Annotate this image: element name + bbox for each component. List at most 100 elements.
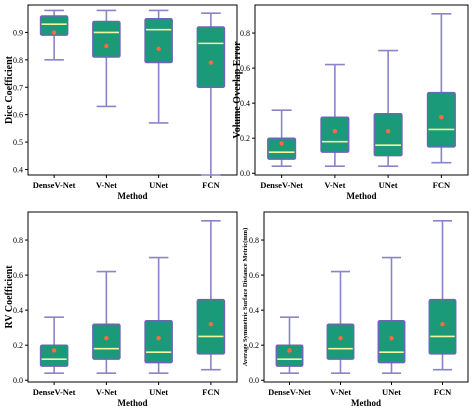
x-axis-label: Method	[118, 398, 148, 408]
iqr-box	[426, 91, 456, 148]
box-fcn	[196, 219, 226, 371]
iqr-box	[428, 298, 457, 355]
mean-marker	[440, 321, 445, 327]
plot-frame	[27, 4, 238, 176]
y-tick-label: 0.4	[249, 306, 259, 315]
y-axis-label: Dice Coefficient	[4, 55, 15, 124]
mean-marker	[208, 60, 214, 65]
x-tick-label: FCN	[202, 387, 220, 397]
boxplot-panel-1: 0.4 0.5 0.6 0.7 0.8 0.9 DenseV-Net V-Net UNet FCN…	[4, 4, 238, 201]
mean-marker	[279, 141, 284, 146]
y-tick-label: 0.2	[249, 341, 259, 350]
mean-marker	[439, 114, 444, 120]
mean-marker	[104, 43, 109, 49]
box-unet	[373, 49, 403, 168]
mean-marker	[156, 46, 161, 52]
box-v-net	[326, 270, 355, 375]
box-v-net	[92, 270, 121, 375]
mean-marker	[338, 335, 343, 341]
x-axis-label: Method	[118, 191, 148, 201]
plot-frame	[27, 211, 238, 383]
iqr-box	[92, 20, 121, 58]
x-tick-label: FCN	[434, 387, 452, 397]
box-unet	[144, 256, 173, 375]
box-densev-net	[39, 316, 69, 375]
iqr-box	[144, 319, 173, 364]
plot-frame	[263, 211, 469, 383]
y-tick-label: 0.8	[240, 29, 250, 38]
y-tick-label: 0.0	[13, 376, 23, 385]
x-tick-label: V-Net	[96, 387, 117, 397]
box-unet	[377, 256, 406, 375]
mean-marker	[104, 335, 109, 341]
y-tick-label: 0.5	[13, 138, 23, 147]
box-fcn	[428, 219, 457, 371]
iqr-box	[326, 323, 355, 360]
plot-frame	[254, 4, 469, 176]
boxplot-panel-4: 0.0 0.2 0.4 0.6 0.8 DenseV-Net V-Net UNet FCN Met…	[242, 211, 469, 408]
x-tick-label: V-Net	[324, 180, 345, 190]
y-tick-label: 0.7	[13, 83, 23, 92]
iqr-box	[196, 298, 226, 355]
box-unet	[144, 9, 173, 124]
y-tick-label: 0.0	[249, 376, 259, 385]
boxplot-panel-2: 0.0 0.2 0.4 0.6 0.8 DenseV-Net V-Net UNet FCN Met…	[232, 4, 469, 201]
x-tick-label: UNet	[149, 180, 168, 190]
y-tick-label: 0.6	[240, 64, 250, 73]
y-tick-label: 0.8	[249, 236, 259, 245]
box-fcn	[426, 12, 456, 164]
x-tick-label: FCN	[433, 180, 451, 190]
mean-marker	[287, 348, 292, 353]
x-tick-label: V-Net	[96, 180, 117, 190]
iqr-box	[377, 319, 406, 364]
y-tick-label: 0.2	[13, 341, 23, 350]
boxplot-panel-3: 0.0 0.2 0.4 0.6 0.8 DenseV-Net V-Net UNet FCN Met…	[4, 211, 238, 408]
box-densev-net	[267, 109, 297, 168]
iqr-box	[39, 344, 69, 367]
box-fcn	[196, 12, 226, 176]
x-tick-label: FCN	[202, 180, 220, 190]
mean-marker	[51, 348, 57, 353]
mean-marker	[389, 335, 394, 341]
y-tick-label: 0.0	[240, 169, 250, 178]
y-axis-label: RV Coefficient	[4, 265, 15, 329]
mean-marker	[51, 30, 57, 35]
iqr-box	[267, 137, 297, 160]
y-tick-label: 0.2	[240, 134, 250, 143]
y-tick-label: 0.6	[13, 111, 23, 120]
iqr-box	[144, 18, 173, 64]
iqr-box	[373, 112, 403, 157]
iqr-box	[92, 323, 121, 360]
iqr-box	[275, 344, 304, 367]
box-densev-net	[39, 9, 69, 61]
x-axis-label: Method	[347, 191, 377, 201]
mean-marker	[156, 335, 161, 341]
y-tick-label: 0.4	[13, 166, 23, 175]
iqr-box	[39, 15, 69, 36]
x-tick-label: V-Net	[330, 387, 351, 397]
x-tick-label: DenseV-Net	[33, 387, 76, 397]
y-tick-label: 0.9	[13, 28, 23, 37]
x-tick-label: UNet	[379, 180, 398, 190]
x-axis-label: Method	[351, 398, 381, 408]
y-tick-label: 0.6	[249, 271, 259, 280]
box-densev-net	[275, 316, 304, 375]
iqr-box	[196, 26, 226, 88]
x-tick-label: DenseV-Net	[260, 180, 303, 190]
box-v-net	[320, 63, 350, 168]
box-v-net	[92, 9, 121, 108]
y-axis-label: Volume Overlap Error	[232, 41, 243, 139]
y-tick-label: 0.8	[13, 236, 23, 245]
y-axis-label: Average Symmetric Surface Distance Metri…	[242, 228, 249, 366]
y-tick-label: 0.8	[13, 56, 23, 65]
mean-marker	[385, 128, 391, 134]
y-tick-label: 0.4	[240, 99, 250, 108]
mean-marker	[208, 321, 214, 327]
iqr-box	[320, 116, 350, 153]
x-tick-label: UNet	[382, 387, 401, 397]
y-tick-label: 0.4	[13, 306, 23, 315]
x-tick-label: DenseV-Net	[33, 180, 76, 190]
mean-marker	[332, 128, 338, 134]
x-tick-label: DenseV-Net	[268, 387, 311, 397]
